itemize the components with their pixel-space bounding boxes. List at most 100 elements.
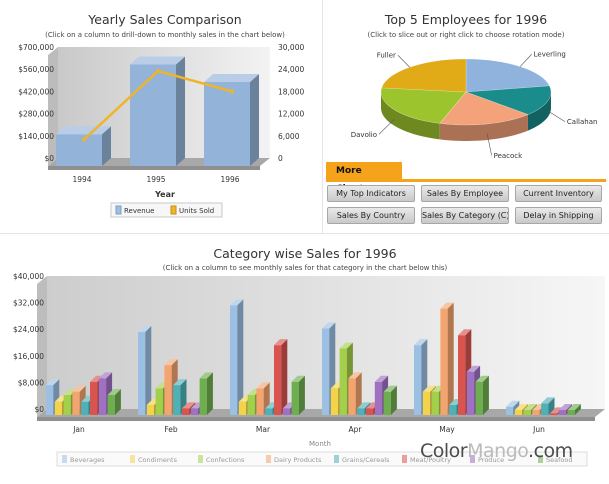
category-bar-beverages[interactable] [138, 325, 152, 415]
category-bar-grains-cereals-top [541, 397, 555, 404]
category-bar-beverages-top [414, 339, 428, 346]
category-bar-dairy-products-side [447, 302, 454, 415]
category-bar-grains-cereals-front [81, 401, 89, 415]
category-bar-grains-cereals-front [449, 405, 457, 415]
category-legend-swatch [334, 455, 339, 463]
category-x-tick-label: Jun [532, 425, 545, 434]
category-bar-produce-front [282, 408, 291, 415]
yearly-left-tick-label: $700,000 [18, 43, 54, 52]
yearly-left-tick-label: $560,000 [18, 65, 54, 74]
category-bar-dairy-products-top [348, 372, 362, 379]
yearly-sales-panel: Yearly Sales Comparison (Click on a colu… [0, 0, 322, 233]
category-x-axis-title: Month [309, 440, 331, 448]
sales-by-employee-button[interactable]: Sales By Employee [421, 185, 509, 202]
pie-slice-side [527, 92, 551, 131]
category-legend-swatch [470, 455, 475, 463]
category-bar-confections-front [523, 410, 531, 415]
pie-slice-callahan[interactable] [465, 85, 552, 115]
category-bar-produce-top [466, 365, 481, 372]
category-bar-produce-top [374, 375, 389, 382]
category-bar-confections-top [339, 342, 353, 349]
category-bar-dairy-products[interactable] [440, 302, 454, 415]
revenue-bar[interactable] [204, 73, 259, 166]
category-bar-produce-front [374, 381, 383, 415]
current-inventory-button[interactable]: Current Inventory [515, 185, 602, 202]
category-bar-dairy-products-top [164, 359, 178, 366]
category-bar-beverages-top [138, 325, 152, 332]
sales-by-country-button[interactable]: Sales By Country [327, 207, 415, 224]
category-bar-meat-poultry-front [458, 335, 466, 415]
category-bar-dairy-products[interactable] [348, 372, 362, 415]
category-bar-seafood[interactable] [291, 375, 305, 415]
pie-label-connector [486, 133, 492, 156]
category-bar-confections-front [339, 348, 347, 415]
revenue-bar[interactable] [56, 126, 111, 166]
category-bar-meat-poultry[interactable] [274, 339, 288, 415]
pie-slice-davolio[interactable] [380, 87, 467, 124]
pie-label: Davolio [351, 131, 377, 139]
category-bar-produce-front [190, 408, 199, 415]
category-bar-seafood-side [298, 375, 305, 415]
category-legend-label: Grains/Cereals [342, 456, 390, 464]
category-bar-seafood-front [291, 381, 299, 415]
category-bar-produce-top [98, 372, 113, 379]
category-x-tick-label: Jan [72, 425, 85, 434]
category-bar-beverages-side [145, 325, 152, 415]
category-bar-seafood-side [206, 372, 213, 415]
category-bar-condiments-front [54, 401, 63, 415]
category-bar-beverages-front [506, 406, 514, 415]
category-bar-seafood[interactable] [383, 385, 397, 415]
category-bar-seafood[interactable] [199, 372, 213, 415]
category-bar-beverages-top [322, 322, 336, 329]
revenue-bar-front [56, 134, 102, 166]
category-bar-seafood[interactable] [107, 389, 121, 415]
category-y-tick-label: $32,000 [13, 299, 44, 308]
units-sold-point [156, 69, 160, 74]
yearly-x-tick-label: 1996 [220, 175, 239, 184]
yearly-right-tick-label: 6,000 [278, 132, 300, 141]
category-bar-grains-cereals-side [548, 397, 555, 415]
revenue-bar-side [176, 56, 185, 167]
category-bar-grains-cereals-front [173, 385, 181, 415]
pie-slice-fuller[interactable] [381, 58, 467, 93]
category-bar-grains-cereals[interactable] [541, 397, 555, 415]
category-bar-seafood-side [114, 389, 121, 415]
category-bar-seafood[interactable] [475, 375, 489, 415]
category-chart-subtitle: (Click on a column to see monthly sales … [163, 264, 448, 272]
units-sold-point [230, 89, 234, 94]
pie-slice-peacock[interactable] [439, 91, 529, 126]
delay-in-shipping-button[interactable]: Delay in Shipping [515, 207, 602, 224]
yearly-chart-subtitle: (Click on a column to drill-down to mont… [45, 31, 285, 39]
more-charts-tab[interactable]: More Charts... [326, 162, 402, 194]
revenue-bar[interactable] [130, 56, 185, 167]
category-bar-beverages-front [414, 345, 422, 415]
category-bar-condiments-front [514, 410, 523, 415]
revenue-bar-side [250, 73, 259, 166]
category-bar-condiments-top [422, 385, 437, 392]
yearly-left-tick-label: $420,000 [18, 87, 54, 96]
category-bar-meat-poultry-front [182, 408, 190, 415]
sales-by-category-button[interactable]: Sales By Category (C) [421, 207, 509, 224]
my-top-indicators-button[interactable]: My Top Indicators [327, 185, 415, 202]
pie-slice-side [439, 114, 528, 141]
category-bar-seafood-top [107, 389, 121, 396]
category-bar-seafood[interactable] [567, 404, 581, 415]
category-bar-condiments-front [330, 388, 339, 415]
category-legend-swatch [62, 455, 67, 463]
category-bar-dairy-products-top [72, 385, 86, 392]
category-legend-label: Meat/Poultry [410, 456, 451, 464]
more-charts-underline [326, 179, 606, 182]
yearly-right-tick-label: 0 [278, 154, 283, 163]
category-bar-meat-poultry-front [550, 413, 558, 415]
category-legend-swatch [198, 455, 203, 463]
yearly-x-tick-label: 1995 [146, 175, 165, 184]
category-plot-floor-edge [37, 417, 595, 421]
category-bar-seafood-front [107, 395, 115, 415]
category-legend-swatch [402, 455, 407, 463]
category-bar-condiments-front [238, 401, 247, 415]
category-legend-swatch [538, 455, 543, 463]
category-bar-beverages[interactable] [230, 299, 244, 415]
units-sold-point [82, 137, 86, 142]
pie-slice-leverling[interactable] [465, 58, 550, 93]
category-bar-seafood-top [383, 385, 397, 392]
